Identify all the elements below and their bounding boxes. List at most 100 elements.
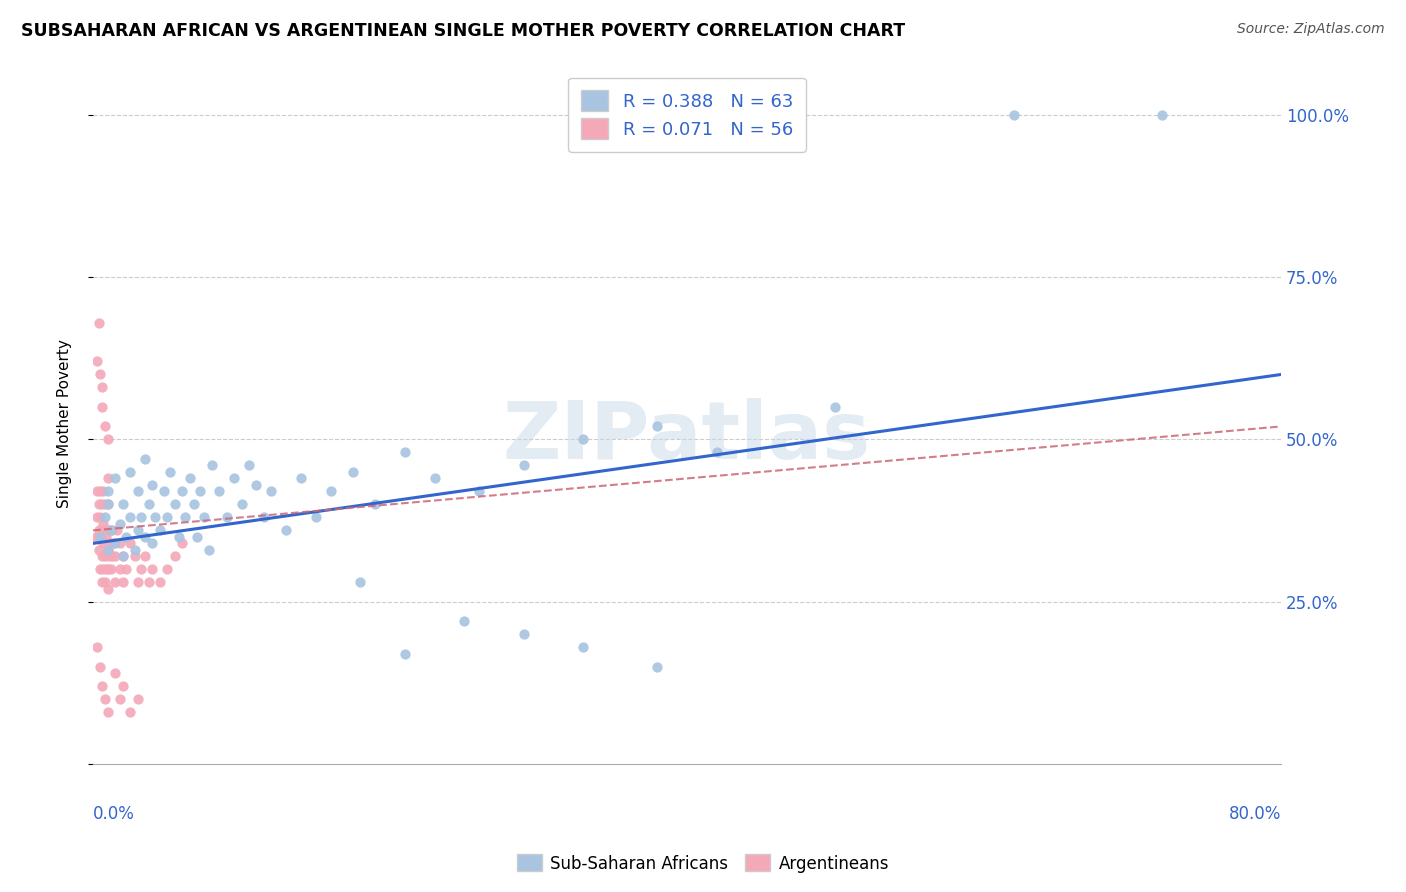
Point [98,524,121,538]
Point [111,679,134,693]
Point [364,497,387,511]
Point [90,380,112,394]
Point [89,368,111,382]
Point [90,497,112,511]
Point [94,549,117,564]
Point [101,549,124,564]
Point [97,562,120,576]
Point [89,562,111,576]
Point [104,666,127,681]
Point [97,542,120,557]
Point [97,542,120,557]
Point [394,445,416,459]
Point [134,530,156,544]
Point [86,640,108,655]
Point [127,692,149,706]
Point [120,536,142,550]
Point [108,562,131,576]
Point [183,497,205,511]
Point [105,524,128,538]
Point [423,471,446,485]
Point [108,516,131,531]
Point [103,536,125,550]
Point [274,524,297,538]
Point [87,497,110,511]
Point [1002,108,1025,122]
Point [138,497,160,511]
Point [89,530,111,544]
Point [90,575,112,590]
Point [193,510,215,524]
Point [89,530,111,544]
Point [512,627,534,641]
Point [141,536,163,550]
Point [342,465,364,479]
Point [96,562,118,576]
Point [89,660,111,674]
Point [572,433,595,447]
Point [97,706,120,720]
Point [290,471,312,485]
Point [90,524,112,538]
Point [104,575,127,590]
Point [104,536,127,550]
Point [222,471,245,485]
Point [215,510,238,524]
Point [94,524,117,538]
Point [172,536,194,550]
Point [87,542,110,557]
Point [97,524,120,538]
Point [90,549,112,564]
Point [108,692,131,706]
Point [512,458,534,473]
Point [156,510,179,524]
Point [94,575,117,590]
Text: 0.0%: 0.0% [93,805,135,823]
Point [129,510,152,524]
Point [97,471,120,485]
Point [97,497,120,511]
Point [84,530,107,544]
Point [86,510,108,524]
Point [127,524,149,538]
Point [104,549,127,564]
Point [260,484,283,499]
Legend: Sub-Saharan Africans, Argentineans: Sub-Saharan Africans, Argentineans [510,847,896,880]
Point [89,510,111,524]
Text: Source: ZipAtlas.com: Source: ZipAtlas.com [1237,22,1385,37]
Point [129,562,152,576]
Point [319,484,342,499]
Point [90,400,112,414]
Point [201,458,224,473]
Point [149,575,172,590]
Point [127,484,149,499]
Point [111,575,134,590]
Point [114,530,136,544]
Text: ZIPatlas: ZIPatlas [503,398,872,475]
Point [394,647,416,661]
Point [93,484,115,499]
Point [238,458,260,473]
Point [86,484,108,499]
Point [706,445,728,459]
Point [108,536,131,550]
Point [134,549,156,564]
Point [231,497,253,511]
Point [163,549,186,564]
Point [93,536,115,550]
Point [111,497,134,511]
Point [104,471,127,485]
Point [824,400,846,414]
Point [572,640,595,655]
Point [97,484,120,499]
Point [124,549,146,564]
Point [145,510,167,524]
Point [468,484,491,499]
Point [174,510,197,524]
Point [93,562,115,576]
Legend: R = 0.388   N = 63, R = 0.071   N = 56: R = 0.388 N = 63, R = 0.071 N = 56 [568,78,806,152]
Point [100,562,122,576]
Point [208,484,231,499]
Point [94,497,117,511]
Point [141,478,163,492]
